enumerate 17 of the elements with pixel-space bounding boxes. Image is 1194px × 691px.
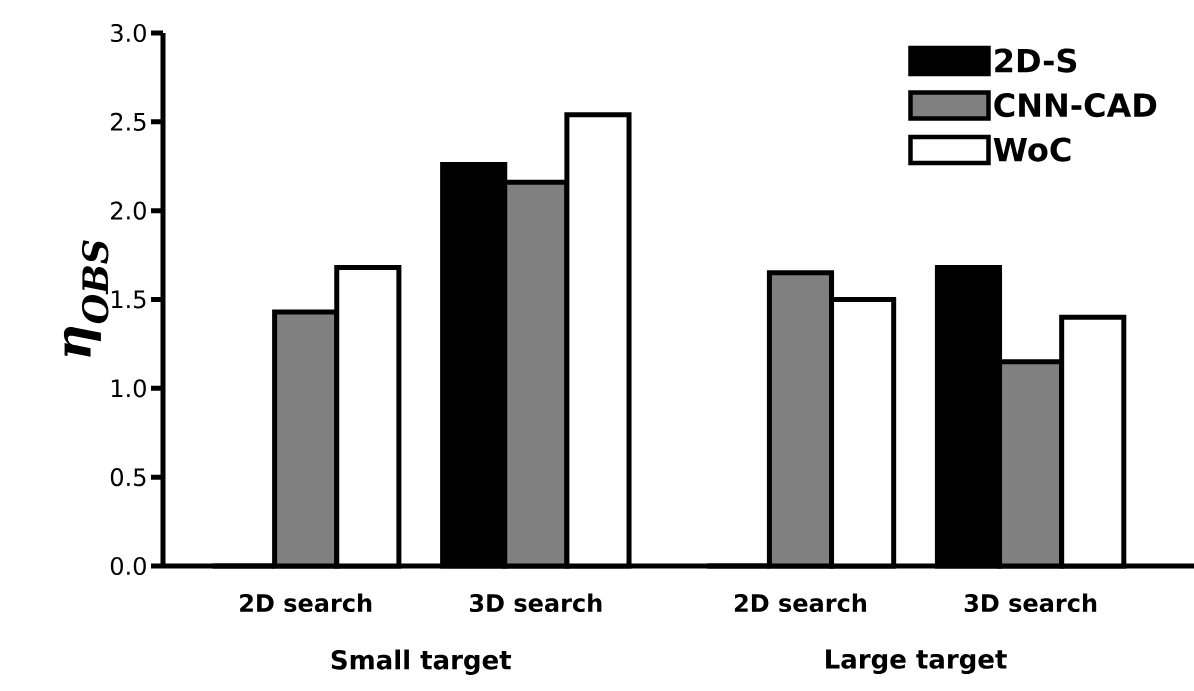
y-tick-label: 0.0 [110,556,146,576]
legend-label: CNN-CAD [994,92,1157,118]
y-tick-label: 1.0 [111,379,146,398]
y-axis-title: η$_{OBS}$ [63,240,109,357]
y-tick-label: 0.5 [110,468,146,487]
legend-label: 2D-S [995,48,1077,73]
x-tick-label: 3D search [964,593,1097,613]
y-tick-label: 2.5 [111,112,146,131]
legend-label: WoC [993,137,1071,162]
x-tick-label: 2D search [240,593,372,613]
x-tick-label: 3D search [469,593,602,613]
y-tick-label: 1.5 [111,290,146,309]
y-tick-label: 3.0 [111,23,146,43]
text: Large target [826,649,1007,675]
x-tick-label: 2D search [734,593,867,613]
y-tick-label: 2.0 [111,201,146,220]
text: Small target [331,649,512,675]
